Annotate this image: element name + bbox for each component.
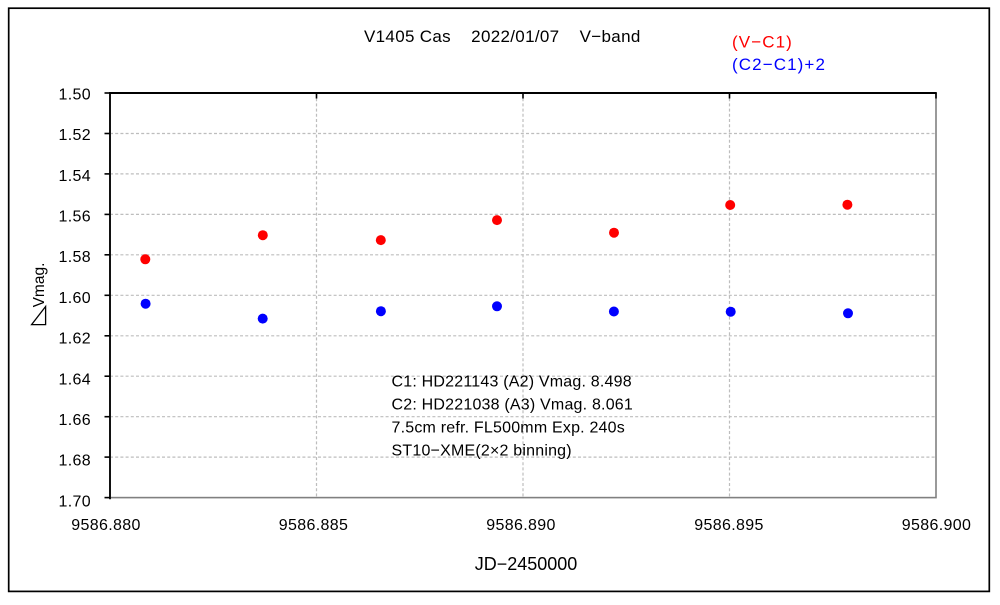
svg-text:9586.880: 9586.880 — [71, 517, 141, 534]
svg-text:V1405 Cas 2022/01/07 V−b: V1405 Cas 2022/01/07 V−band — [364, 27, 641, 46]
svg-text:9586.900: 9586.900 — [902, 517, 972, 534]
svg-text:(C2−C1)+2: (C2−C1)+2 — [732, 55, 826, 74]
svg-text:1.64: 1.64 — [58, 371, 91, 388]
svg-text:1.68: 1.68 — [58, 453, 91, 470]
svg-text:1.56: 1.56 — [58, 209, 91, 226]
svg-text:Vmag.: Vmag. — [31, 263, 48, 308]
svg-text:9586.890: 9586.890 — [486, 517, 556, 534]
svg-text:1.50: 1.50 — [58, 87, 91, 104]
svg-text:9586.885: 9586.885 — [279, 517, 349, 534]
svg-text:1.70: 1.70 — [58, 493, 91, 510]
svg-text:9586.895: 9586.895 — [694, 517, 764, 534]
svg-text:1.60: 1.60 — [58, 290, 91, 307]
svg-text:1.66: 1.66 — [58, 412, 91, 429]
svg-text:C1: HD221143 (A2) Vmag. 8.498: C1: HD221143 (A2) Vmag. 8.498 — [392, 374, 632, 391]
svg-text:7.5cm refr. FL500mm Exp. 240s: 7.5cm refr. FL500mm Exp. 240s — [392, 420, 625, 437]
svg-text:1.58: 1.58 — [58, 249, 91, 266]
svg-text:1.62: 1.62 — [58, 331, 91, 348]
svg-text:JD−2450000: JD−2450000 — [475, 554, 578, 574]
svg-text:1.52: 1.52 — [58, 127, 91, 144]
svg-text:1.54: 1.54 — [58, 168, 91, 185]
svg-text:ST10−XME(2×2 binning): ST10−XME(2×2 binning) — [392, 443, 572, 460]
svg-text:C2: HD221038 (A3) Vmag. 8.061: C2: HD221038 (A3) Vmag. 8.061 — [392, 397, 634, 414]
svg-text:(V−C1): (V−C1) — [732, 33, 793, 52]
